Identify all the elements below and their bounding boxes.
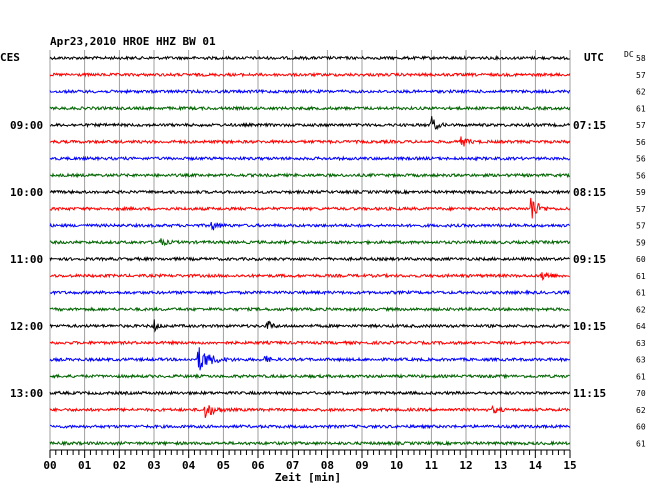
trace-line	[49, 238, 571, 247]
dc-value: 59	[636, 238, 646, 247]
trace-line	[49, 116, 571, 131]
x-tick-label: 12	[459, 459, 472, 472]
trace-line	[49, 347, 571, 371]
dc-value: 61	[636, 272, 646, 281]
trace-line	[49, 440, 571, 447]
right-header: UTC	[584, 51, 604, 64]
dc-value: 70	[636, 389, 646, 398]
x-tick-label: 02	[113, 459, 126, 472]
right-time-label: 10:15	[573, 320, 606, 333]
dc-value: 57	[636, 121, 646, 130]
dc-values: 58 57 62 61 57 56 56 56 59 57 57 59 60 61 61 62 64 63 63 61…	[636, 54, 646, 448]
left-time-label: 10:00	[10, 186, 43, 199]
trace-line	[49, 339, 571, 346]
x-tick-label: 11	[425, 459, 439, 472]
dc-value: 61	[636, 104, 646, 113]
x-tick-label: 15	[563, 459, 576, 472]
trace-line	[49, 289, 570, 296]
right-time-label: 11:15	[573, 387, 606, 400]
trace-line	[49, 188, 571, 196]
dc-value: 56	[636, 155, 646, 164]
x-tick-label: 07	[286, 459, 299, 472]
left-time-label: 09:00	[10, 119, 43, 132]
right-time-labels: 07:15 08:15 09:15 10:15 11:15	[573, 119, 606, 400]
dc-value: 63	[636, 356, 646, 365]
trace-line	[49, 373, 570, 380]
trace-line	[49, 105, 571, 112]
trace-line	[49, 197, 571, 219]
dc-value: 61	[636, 439, 646, 448]
dc-value: 59	[636, 188, 646, 197]
dc-value: 57	[636, 222, 646, 231]
x-tick-label: 00	[43, 459, 56, 472]
dc-value: 62	[636, 406, 646, 415]
x-axis-label: Zeit [min]	[275, 471, 341, 484]
dc-value: 57	[636, 205, 646, 214]
left-time-label: 12:00	[10, 320, 43, 333]
seismic-traces	[49, 54, 571, 447]
dc-value: 63	[636, 339, 646, 348]
dc-value: 60	[636, 423, 646, 432]
x-tick-label: 10	[390, 459, 403, 472]
trace-line	[49, 423, 571, 430]
trace-line	[49, 71, 571, 78]
trace-line	[49, 88, 571, 95]
trace-line	[49, 221, 570, 231]
dc-value: 56	[636, 138, 646, 147]
x-tick-label: 01	[78, 459, 92, 472]
dc-value: 64	[636, 322, 646, 331]
left-time-label: 11:00	[10, 253, 43, 266]
x-tick-label: 03	[147, 459, 160, 472]
trace-line	[49, 256, 571, 263]
dc-value: 56	[636, 171, 646, 180]
dc-value: 61	[636, 372, 646, 381]
dc-value: 60	[636, 255, 646, 264]
x-tick-label: 04	[182, 459, 196, 472]
x-tick-label: 14	[529, 459, 543, 472]
trace-line	[49, 172, 571, 179]
grid-lines	[49, 50, 571, 450]
x-tick-label: 06	[251, 459, 265, 472]
x-tick-label: 05	[217, 459, 230, 472]
dc-header: DC	[624, 50, 634, 59]
trace-line	[49, 390, 571, 396]
left-time-labels: 09:00 10:00 11:00 12:00 13:00	[10, 119, 43, 400]
chart-title: Apr23,2010 HROE HHZ BW 01	[50, 35, 216, 48]
left-header: CES	[0, 51, 20, 64]
right-time-label: 08:15	[573, 186, 606, 199]
right-time-label: 09:15	[573, 253, 606, 266]
left-time-label: 13:00	[10, 387, 43, 400]
trace-line	[49, 404, 571, 418]
trace-line	[49, 306, 571, 313]
right-time-label: 07:15	[573, 119, 606, 132]
trace-line	[49, 136, 571, 147]
trace-line	[49, 319, 570, 333]
dc-value: 62	[636, 305, 646, 314]
x-tick-label: 13	[494, 459, 507, 472]
trace-line	[49, 54, 570, 62]
dc-value: 58	[636, 54, 646, 63]
dc-value: 62	[636, 88, 646, 97]
x-tick-label: 08	[321, 459, 334, 472]
x-axis: 00 01 02 03 04 05 06 07 08 09 10 11 12 13 14 15	[43, 449, 577, 472]
trace-line	[49, 271, 570, 281]
dc-value: 61	[636, 289, 646, 298]
trace-line	[49, 155, 571, 162]
x-tick-label: 09	[355, 459, 368, 472]
dc-value: 57	[636, 71, 646, 80]
